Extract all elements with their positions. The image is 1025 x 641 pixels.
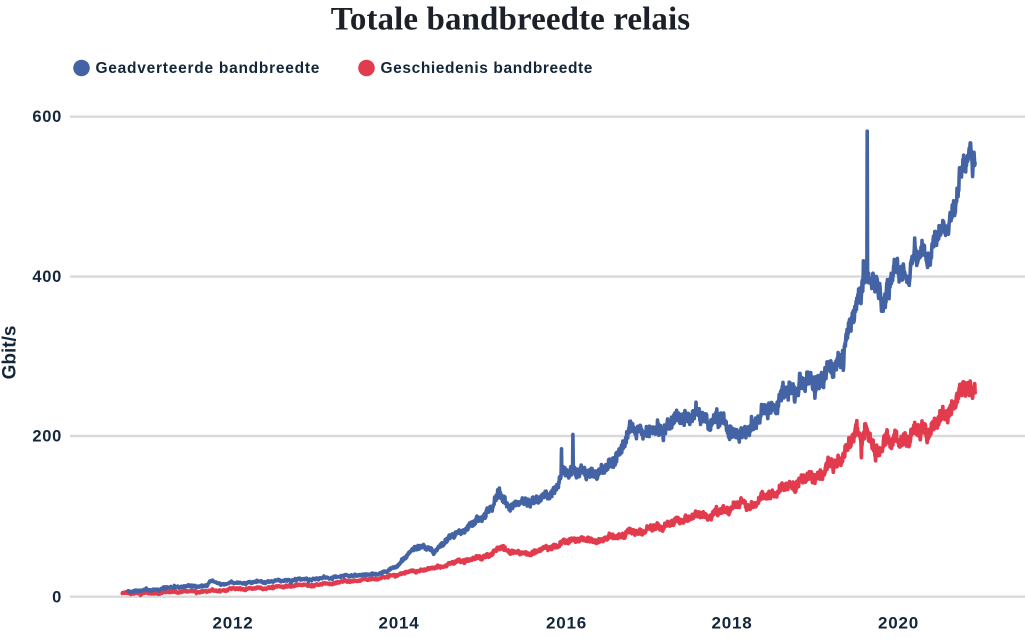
svg-text:2012: 2012 (212, 614, 253, 633)
svg-text:2014: 2014 (378, 614, 419, 633)
svg-text:2018: 2018 (711, 614, 752, 633)
svg-text:400: 400 (32, 268, 62, 286)
svg-text:Totale bandbreedte relais: Totale bandbreedte relais (331, 2, 690, 38)
svg-text:Geadverteerde bandbreedte: Geadverteerde bandbreedte (96, 60, 321, 77)
svg-text:0: 0 (52, 589, 62, 607)
svg-text:Gbit/s: Gbit/s (0, 326, 21, 380)
svg-text:200: 200 (32, 428, 62, 446)
svg-text:2016: 2016 (546, 614, 587, 633)
svg-text:600: 600 (32, 108, 62, 126)
svg-text:Geschiedenis bandbreedte: Geschiedenis bandbreedte (381, 60, 594, 77)
svg-text:2020: 2020 (878, 614, 919, 633)
